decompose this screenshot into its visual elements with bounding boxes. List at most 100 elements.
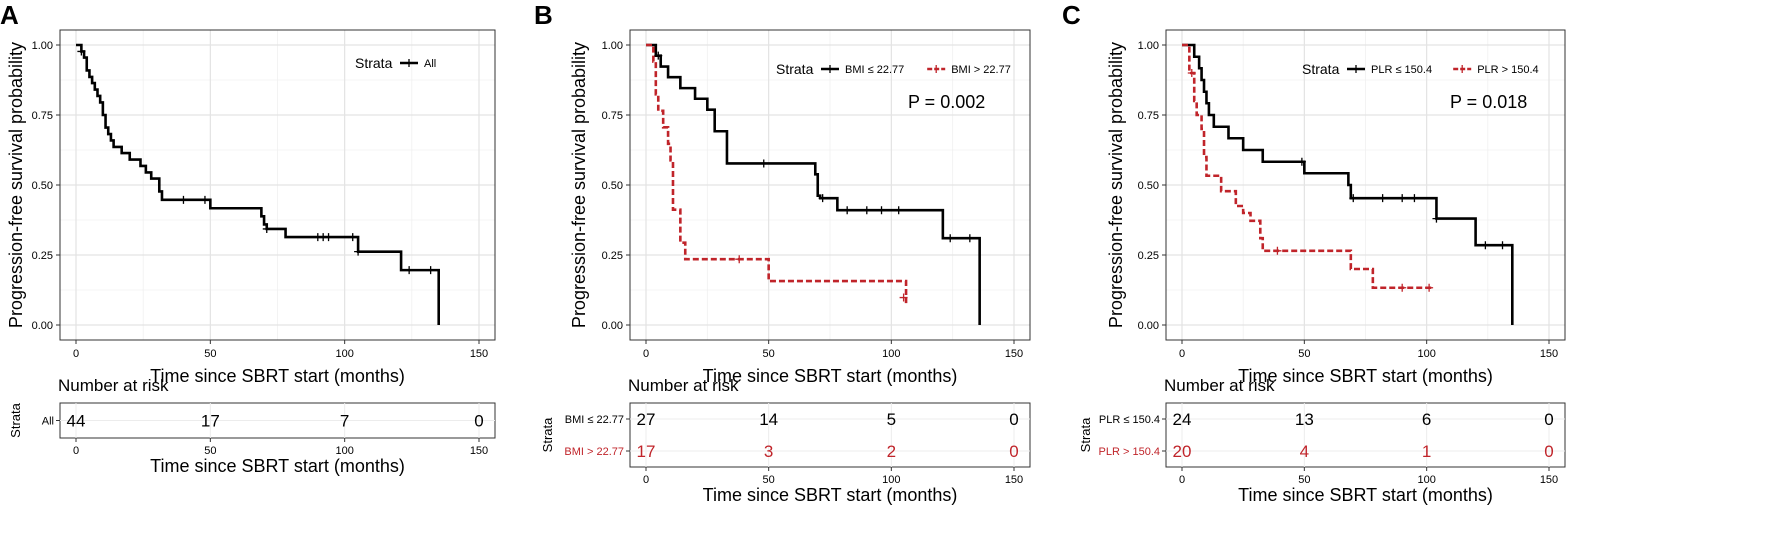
risk-x-tick-label: 50 — [204, 445, 216, 457]
km-curve-group2 — [1182, 43, 1435, 290]
risk-table-border — [629, 402, 1031, 468]
risk-table-border — [1165, 402, 1566, 468]
censor-mark — [1410, 194, 1419, 203]
x-tick-label: 50 — [763, 348, 775, 360]
risk-x-tick-label: 150 — [1540, 474, 1558, 486]
km-curve-group2 — [646, 43, 908, 304]
risk-strata-label: PLR > 150.4 — [1099, 446, 1160, 458]
censor-mark — [1398, 194, 1407, 203]
y-axis-title: Progression-free survival probability — [6, 42, 26, 328]
y-tick-label: 0.25 — [32, 250, 53, 262]
censor-mark — [354, 247, 363, 256]
y-tick-label: 0.50 — [602, 180, 623, 192]
x-tick-label: 100 — [335, 348, 353, 360]
y-tick-label: 0.25 — [1138, 250, 1159, 262]
censor-mark — [1273, 246, 1282, 255]
risk-x-tick-label: 100 — [882, 474, 900, 486]
panel-a: A 0 50 100 150 0.00 0.25 0.50 0.75 1.00 Time since… — [0, 0, 496, 476]
risk-table-title: Number at risk — [628, 376, 739, 395]
p-value: P = 0.018 — [1450, 92, 1527, 112]
risk-count: 3 — [764, 442, 773, 461]
y-tick-label: 1.00 — [32, 40, 53, 52]
risk-count: 17 — [201, 412, 220, 431]
censor-mark — [1432, 214, 1441, 223]
legend-title: Strata — [1302, 61, 1340, 77]
risk-table-title: Number at risk — [58, 376, 169, 395]
censor-mark — [1187, 69, 1196, 77]
risk-x-tick-label: 0 — [73, 445, 79, 457]
censor-mark — [877, 206, 886, 215]
censor-mark — [262, 224, 271, 233]
risk-x-tick-label: 100 — [1417, 474, 1435, 486]
y-tick-label: 0.00 — [602, 320, 623, 332]
risk-count: 17 — [637, 442, 656, 461]
km-curve-group1 — [646, 43, 981, 325]
x-tick-label: 150 — [1540, 348, 1558, 360]
risk-x-axis-title: Time since SBRT start (months) — [1238, 485, 1493, 505]
risk-y-title: Strata — [540, 417, 555, 452]
risk-strata-label: All — [42, 416, 54, 428]
censor-mark — [843, 206, 852, 215]
censor-mark — [1297, 157, 1306, 166]
x-axis-title: Time since SBRT start (months) — [1238, 366, 1493, 386]
risk-x-tick-label: 0 — [643, 474, 649, 486]
x-tick-label: 0 — [643, 348, 649, 360]
censor-mark — [1398, 283, 1407, 292]
censor-mark — [818, 194, 827, 203]
risk-strata-label: BMI ≤ 22.77 — [565, 414, 624, 426]
plot-border — [1165, 29, 1566, 341]
risk-count: 1 — [1422, 442, 1431, 461]
y-tick-label: 0.50 — [32, 180, 53, 192]
legend-label: BMI ≤ 22.77 — [845, 64, 904, 76]
censor-mark — [946, 234, 955, 243]
legend-label: All — [424, 58, 436, 70]
y-tick-label: 1.00 — [602, 40, 623, 52]
risk-strata-label: BMI > 22.77 — [564, 446, 624, 458]
legend-title: Strata — [355, 55, 393, 71]
x-axis-title: Time since SBRT start (months) — [150, 366, 405, 386]
y-tick-label: 0.00 — [32, 320, 53, 332]
risk-count: 6 — [1422, 410, 1431, 429]
risk-table-title: Number at risk — [1164, 376, 1275, 395]
censor-mark — [405, 266, 414, 275]
risk-y-title: Strata — [8, 402, 23, 437]
legend-label: PLR > 150.4 — [1477, 64, 1538, 76]
x-tick-label: 150 — [470, 348, 488, 360]
panel-letter: A — [0, 0, 19, 30]
y-tick-label: 1.00 — [1138, 40, 1159, 52]
risk-x-axis-title: Time since SBRT start (months) — [150, 456, 405, 476]
panel-letter: B — [534, 0, 553, 30]
y-axis-title: Progression-free survival probability — [1106, 42, 1126, 328]
x-tick-label: 150 — [1005, 348, 1023, 360]
censor-mark — [654, 51, 663, 60]
risk-count: 20 — [1173, 442, 1192, 461]
panel-letter: C — [1062, 0, 1081, 30]
risk-count: 0 — [1009, 410, 1018, 429]
censor-mark — [1498, 241, 1507, 250]
risk-x-tick-label: 50 — [763, 474, 775, 486]
censor-mark — [426, 266, 435, 275]
y-tick-label: 0.75 — [32, 110, 53, 122]
censor-mark — [1481, 241, 1490, 250]
risk-count: 27 — [637, 410, 656, 429]
x-tick-label: 100 — [1417, 348, 1435, 360]
censor-mark — [200, 195, 209, 204]
y-axis-title: Progression-free survival probability — [569, 42, 589, 328]
risk-y-title: Strata — [1078, 417, 1093, 452]
legend-title: Strata — [776, 61, 814, 77]
censor-mark — [1378, 194, 1387, 203]
legend-label: BMI > 22.77 — [951, 64, 1011, 76]
risk-count: 4 — [1300, 442, 1309, 461]
censor-mark — [862, 206, 871, 215]
y-tick-label: 0.50 — [1138, 180, 1159, 192]
p-value: P = 0.002 — [908, 92, 985, 112]
y-tick-label: 0.75 — [1138, 110, 1159, 122]
censor-mark — [1349, 194, 1358, 203]
risk-x-tick-label: 50 — [1298, 474, 1310, 486]
risk-count: 5 — [887, 410, 896, 429]
censor-mark — [759, 159, 768, 168]
y-tick-label: 0.00 — [1138, 320, 1159, 332]
